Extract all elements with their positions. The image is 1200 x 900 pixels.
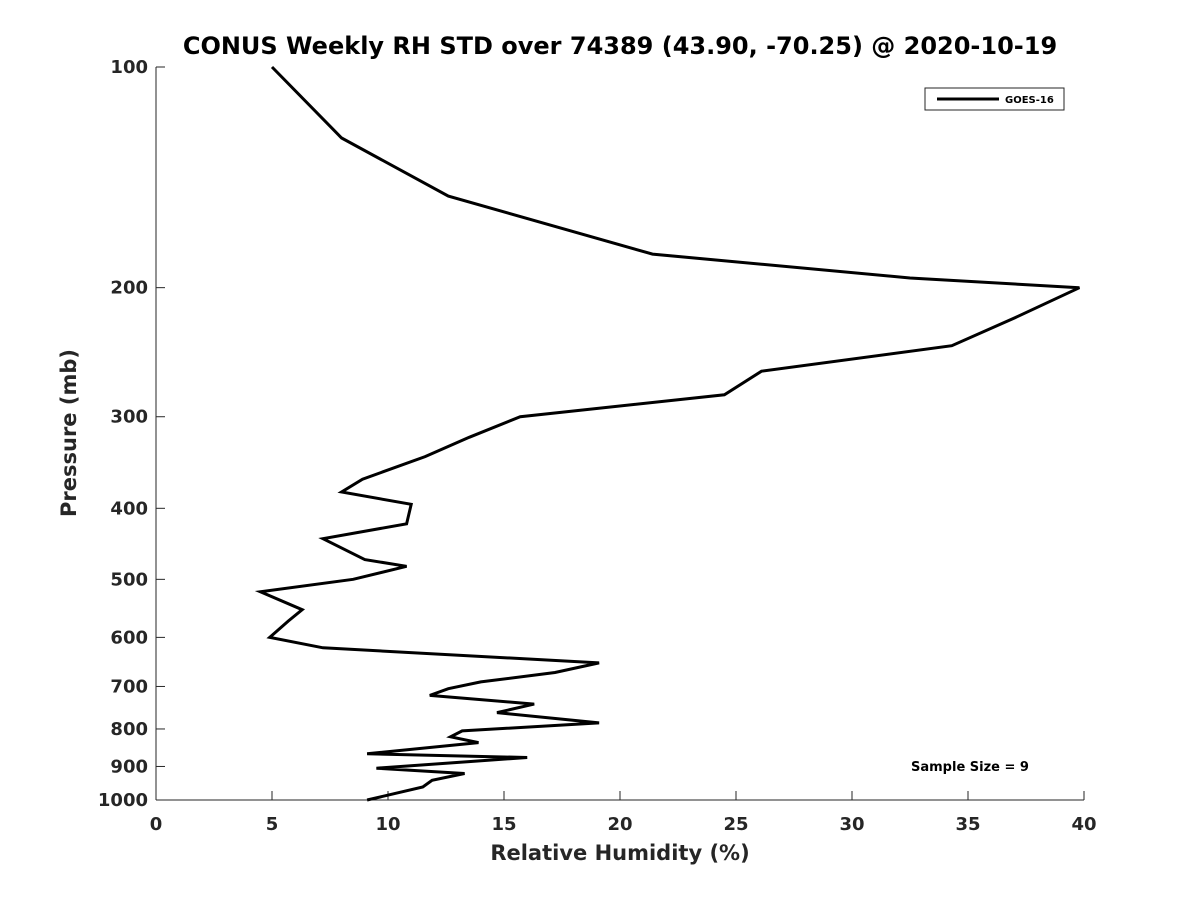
y-axis-ticks: 100 200 300 400 500 600 700 800 900 1000 [98, 57, 165, 811]
y-axis-label: Pressure (mb) [57, 349, 81, 517]
x-tick-label: 5 [266, 814, 279, 835]
y-tick-label: 700 [110, 676, 148, 697]
legend-entry-goes16: GOES-16 [1005, 95, 1054, 106]
y-tick-label: 600 [110, 627, 148, 648]
legend: GOES-16 [924, 87, 1065, 111]
x-tick-label: 20 [607, 814, 632, 835]
x-tick-label: 40 [1071, 814, 1096, 835]
y-tick-label: 100 [110, 57, 148, 78]
x-tick-label: 25 [723, 814, 748, 835]
x-axis-ticks: 0 5 10 15 20 25 30 35 40 [150, 791, 1097, 835]
y-tick-label: 800 [110, 719, 148, 740]
x-tick-label: 15 [491, 814, 516, 835]
y-tick-label: 500 [110, 569, 148, 590]
y-tick-label: 200 [110, 278, 148, 299]
series-line-goes16 [254, 65, 1081, 802]
y-tick-label: 900 [110, 756, 148, 777]
sample-size-annotation: Sample Size = 9 [911, 760, 1029, 775]
x-tick-label: 0 [150, 814, 163, 835]
chart-title: CONUS Weekly RH STD over 74389 (43.90, -… [183, 32, 1057, 60]
y-tick-label: 400 [110, 498, 148, 519]
y-tick-label: 300 [110, 407, 148, 428]
x-tick-label: 30 [839, 814, 864, 835]
x-axis-label: Relative Humidity (%) [490, 841, 749, 865]
x-tick-label: 35 [955, 814, 980, 835]
plot-area [156, 67, 1084, 800]
y-tick-label: 1000 [98, 790, 148, 811]
x-tick-label: 10 [375, 814, 400, 835]
